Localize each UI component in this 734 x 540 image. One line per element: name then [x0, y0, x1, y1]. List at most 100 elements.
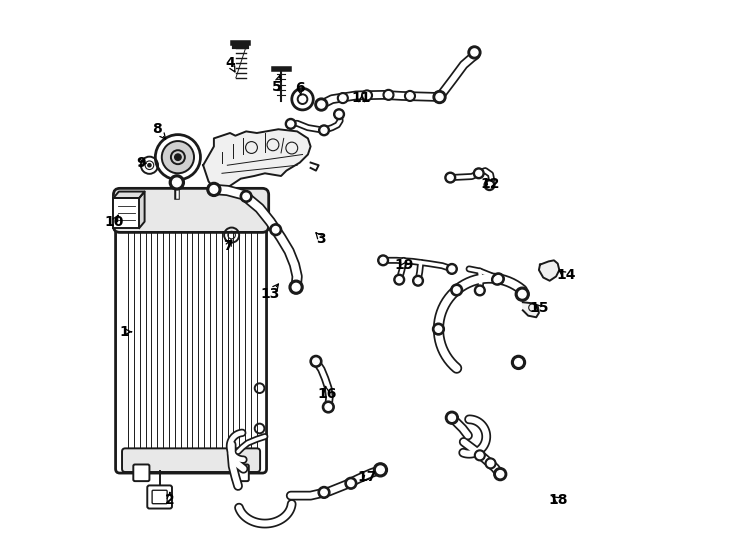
- Circle shape: [374, 463, 388, 477]
- Circle shape: [240, 191, 252, 202]
- Circle shape: [435, 326, 442, 332]
- Circle shape: [315, 98, 328, 111]
- Text: 19: 19: [395, 258, 414, 272]
- Circle shape: [436, 93, 443, 100]
- Circle shape: [485, 458, 496, 469]
- Circle shape: [345, 477, 357, 489]
- Circle shape: [447, 174, 453, 180]
- Circle shape: [321, 127, 327, 133]
- Circle shape: [377, 466, 385, 474]
- Text: 10: 10: [105, 215, 124, 228]
- Text: 14: 14: [556, 268, 575, 282]
- Circle shape: [415, 278, 421, 284]
- Circle shape: [449, 266, 455, 272]
- Text: 1: 1: [120, 325, 129, 339]
- FancyBboxPatch shape: [134, 464, 150, 481]
- Circle shape: [492, 274, 502, 285]
- Circle shape: [477, 287, 483, 293]
- Circle shape: [364, 92, 370, 99]
- Circle shape: [313, 358, 319, 365]
- Circle shape: [471, 49, 478, 56]
- Circle shape: [407, 93, 413, 99]
- Circle shape: [445, 172, 456, 183]
- Circle shape: [487, 182, 493, 188]
- Circle shape: [170, 175, 184, 190]
- FancyBboxPatch shape: [115, 196, 266, 473]
- Circle shape: [362, 90, 372, 101]
- FancyBboxPatch shape: [152, 490, 167, 504]
- Polygon shape: [139, 192, 145, 228]
- Circle shape: [474, 450, 485, 461]
- Text: 7: 7: [224, 239, 233, 253]
- Circle shape: [310, 355, 322, 367]
- Circle shape: [322, 401, 334, 413]
- Circle shape: [396, 276, 402, 282]
- Circle shape: [378, 255, 388, 266]
- Circle shape: [380, 258, 386, 264]
- FancyBboxPatch shape: [122, 448, 260, 472]
- Text: 18: 18: [548, 493, 567, 507]
- Text: 11: 11: [352, 91, 371, 105]
- Text: 8: 8: [153, 122, 162, 136]
- Circle shape: [348, 480, 354, 487]
- Text: 12: 12: [481, 177, 501, 191]
- Circle shape: [446, 264, 457, 274]
- Circle shape: [515, 359, 523, 366]
- Polygon shape: [203, 129, 310, 192]
- Circle shape: [515, 287, 529, 301]
- Text: 13: 13: [261, 287, 280, 301]
- Circle shape: [318, 101, 325, 108]
- Text: 4: 4: [225, 56, 235, 70]
- Polygon shape: [539, 260, 559, 281]
- Circle shape: [318, 487, 330, 498]
- Circle shape: [518, 291, 526, 298]
- Circle shape: [476, 452, 483, 458]
- Circle shape: [325, 404, 332, 410]
- Circle shape: [433, 91, 446, 104]
- Text: 9: 9: [137, 156, 146, 170]
- Circle shape: [497, 470, 504, 478]
- Circle shape: [334, 109, 344, 119]
- Circle shape: [494, 468, 506, 481]
- Text: 16: 16: [317, 387, 336, 401]
- Circle shape: [473, 168, 484, 179]
- Circle shape: [340, 95, 346, 102]
- Circle shape: [383, 90, 394, 100]
- Circle shape: [413, 275, 424, 286]
- Circle shape: [468, 46, 481, 59]
- Circle shape: [512, 355, 526, 369]
- Circle shape: [175, 154, 181, 160]
- Circle shape: [207, 183, 221, 197]
- Circle shape: [286, 118, 296, 129]
- Circle shape: [474, 285, 485, 296]
- Circle shape: [448, 414, 455, 421]
- Circle shape: [321, 489, 327, 496]
- Circle shape: [288, 121, 294, 127]
- Circle shape: [148, 164, 151, 167]
- Polygon shape: [523, 302, 539, 318]
- Circle shape: [454, 287, 460, 293]
- Text: 5: 5: [272, 80, 282, 94]
- Circle shape: [338, 93, 348, 104]
- FancyBboxPatch shape: [114, 198, 139, 228]
- Circle shape: [270, 224, 282, 235]
- Circle shape: [495, 275, 501, 282]
- Polygon shape: [114, 192, 145, 198]
- Circle shape: [289, 280, 303, 294]
- FancyBboxPatch shape: [233, 464, 249, 481]
- Text: 3: 3: [316, 232, 326, 246]
- Circle shape: [451, 284, 462, 296]
- FancyBboxPatch shape: [148, 485, 172, 509]
- Text: 2: 2: [165, 493, 175, 507]
- Circle shape: [432, 323, 444, 335]
- Circle shape: [210, 186, 218, 193]
- Circle shape: [446, 411, 458, 424]
- Circle shape: [476, 170, 482, 176]
- Circle shape: [484, 180, 495, 191]
- Circle shape: [172, 178, 181, 187]
- Circle shape: [494, 276, 500, 282]
- Circle shape: [487, 460, 494, 467]
- Circle shape: [385, 92, 392, 98]
- Circle shape: [319, 125, 330, 136]
- Circle shape: [243, 193, 250, 200]
